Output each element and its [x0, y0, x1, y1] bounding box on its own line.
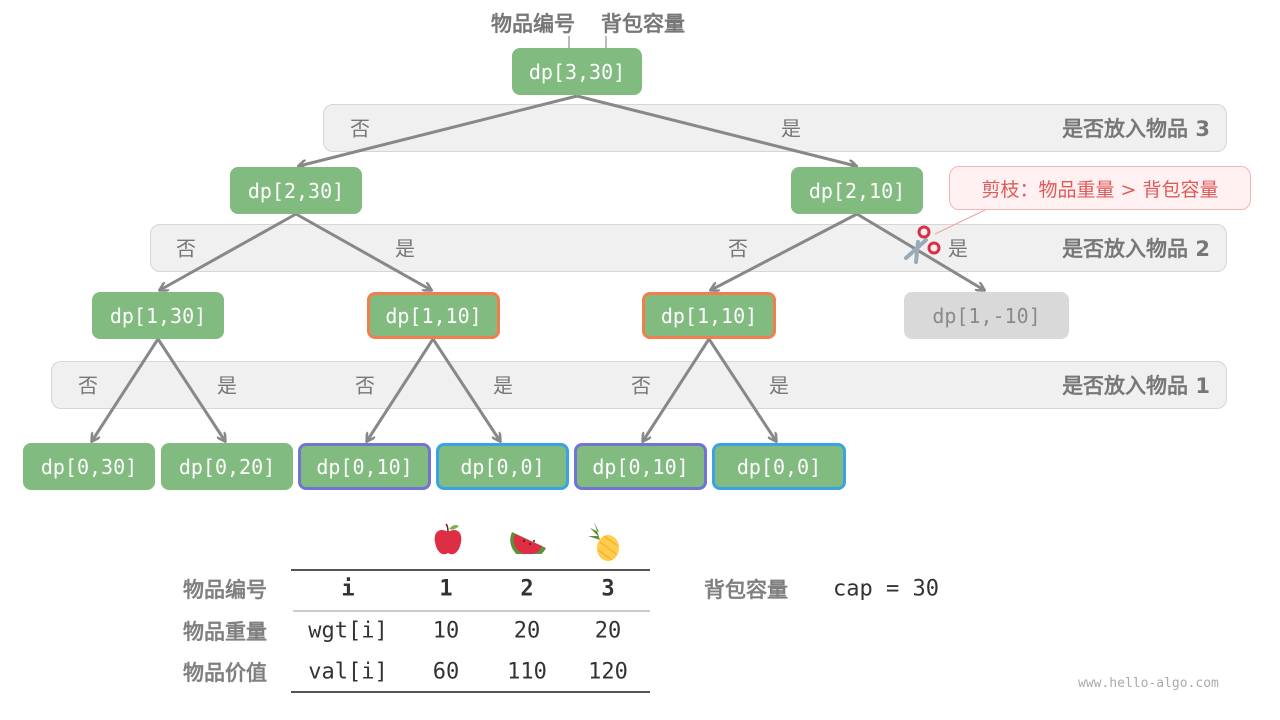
edge — [295, 212, 431, 290]
table-top-rule — [291, 569, 650, 571]
node-pruned: dp[1,-10] — [904, 292, 1069, 339]
edge — [643, 338, 711, 441]
edge — [711, 212, 858, 290]
capacity-title: 背包容量 — [704, 578, 788, 602]
row-label: 物品编号 — [183, 578, 267, 602]
node: dp[2,30] — [230, 167, 362, 214]
choice-no: 否 — [355, 373, 375, 398]
watermark: www.hello-algo.com — [1078, 676, 1219, 691]
edge — [707, 338, 776, 441]
choice-no: 否 — [176, 236, 196, 261]
item-id-label: 物品编号 — [491, 12, 575, 36]
edge — [92, 338, 160, 441]
choice-yes: 是 — [493, 373, 513, 398]
node-repeated: dp[1,10] — [367, 292, 500, 339]
level-label: 是否放入物品 2 — [1062, 237, 1210, 261]
apple-icon — [434, 523, 462, 555]
node-leaf-repeated: dp[0,0] — [712, 443, 846, 490]
edge — [299, 94, 578, 166]
choice-yes: 是 — [769, 373, 789, 398]
edge — [367, 338, 435, 441]
prune-note: 剪枝：物品重量 > 背包容量 — [949, 166, 1251, 210]
row-label: 物品重量 — [183, 620, 267, 644]
table-cell: wgt[i] — [308, 618, 388, 644]
watermelon-icon — [510, 532, 546, 554]
edge — [856, 212, 984, 290]
table-cell: 110 — [507, 659, 547, 685]
choice-yes: 是 — [395, 236, 415, 261]
table-header-cell: 3 — [601, 576, 615, 602]
scissors-icon — [904, 225, 941, 264]
node-root: dp[3,30] — [512, 48, 642, 95]
table-cell: 120 — [588, 659, 628, 685]
choice-yes: 是 — [217, 373, 237, 398]
table-bottom-rule — [291, 691, 650, 693]
callout-pointer — [934, 209, 986, 235]
edge — [156, 338, 225, 441]
edge — [431, 338, 500, 441]
choice-yes: 是 — [948, 236, 968, 261]
table-header-cell: 1 — [439, 576, 453, 602]
row-label: 物品价值 — [183, 661, 267, 685]
table-cell: 20 — [594, 618, 622, 644]
table-cell: 20 — [513, 618, 541, 644]
table-cell: 60 — [432, 659, 460, 685]
node-leaf: dp[0,30] — [23, 443, 155, 490]
level-band-3: 是否放入物品 3 — [323, 104, 1227, 152]
choice-no: 否 — [78, 373, 98, 398]
node: dp[1,30] — [92, 292, 224, 339]
node: dp[2,10] — [791, 167, 923, 214]
node-leaf-repeated: dp[0,10] — [298, 443, 431, 490]
pineapple-icon — [588, 522, 619, 561]
table-cell: val[i] — [308, 659, 388, 685]
edge — [160, 212, 297, 290]
node-leaf-repeated: dp[0,10] — [574, 443, 707, 490]
level-label: 是否放入物品 1 — [1062, 374, 1210, 398]
choice-yes: 是 — [781, 116, 801, 141]
level-band-1: 是否放入物品 1 — [51, 361, 1227, 409]
choice-no: 否 — [631, 373, 651, 398]
choice-no: 否 — [350, 116, 370, 141]
choice-no: 否 — [728, 236, 748, 261]
capacity-value: cap = 30 — [833, 576, 939, 602]
tree-edges — [0, 36, 1280, 520]
table-cell: 10 — [432, 618, 460, 644]
node-repeated: dp[1,10] — [642, 292, 776, 339]
node-leaf: dp[0,20] — [161, 443, 293, 490]
table-header-rule — [293, 610, 650, 612]
node-leaf-repeated: dp[0,0] — [436, 443, 569, 490]
table-header-cell: 2 — [520, 576, 534, 602]
level-label: 是否放入物品 3 — [1062, 117, 1210, 141]
edge — [576, 94, 856, 166]
table-header-cell: i — [341, 576, 355, 602]
capacity-label: 背包容量 — [601, 12, 685, 36]
